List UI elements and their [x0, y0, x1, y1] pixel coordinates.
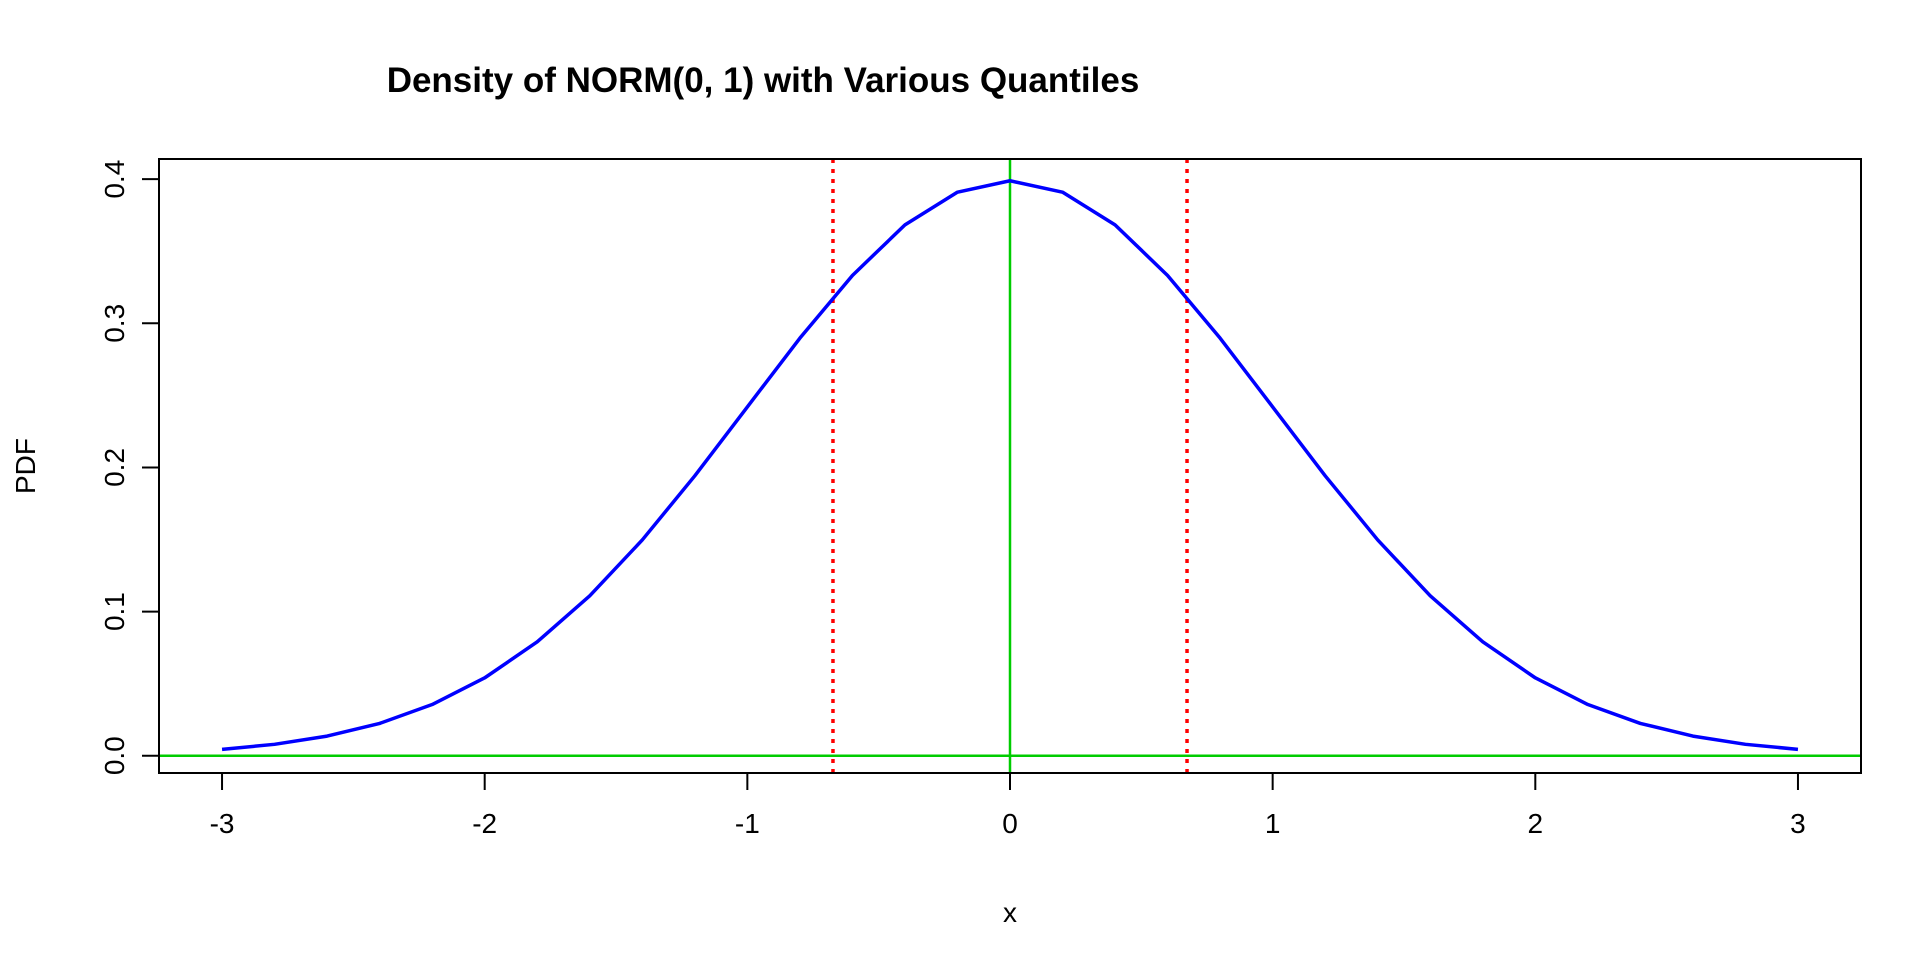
x-tick-label: -2: [472, 808, 497, 839]
plot-layer: [159, 159, 1861, 773]
x-tick-label: 1: [1265, 808, 1281, 839]
x-axis-title: x: [1003, 897, 1017, 928]
y-axis-title: PDF: [10, 438, 41, 494]
x-tick-label: -1: [735, 808, 760, 839]
y-tick-label: 0.4: [99, 160, 130, 199]
y-tick-label: 0.2: [99, 448, 130, 487]
x-tick-label: -3: [210, 808, 235, 839]
axis-layer: -3 -2 -1 0 1 2 3 0.0 0.1 0.2 0.3 0.4: [99, 160, 1806, 839]
x-tick-label: 2: [1528, 808, 1544, 839]
y-tick-label: 0.1: [99, 592, 130, 631]
x-tick-label: 3: [1790, 808, 1806, 839]
chart-title: Density of NORM(0, 1) with Various Quant…: [387, 61, 1140, 100]
density-curve-0: [221, 179, 1799, 752]
y-tick-label: 0.0: [99, 736, 130, 775]
y-tick-label: 0.3: [99, 304, 130, 343]
x-tick-label: 0: [1002, 808, 1018, 839]
